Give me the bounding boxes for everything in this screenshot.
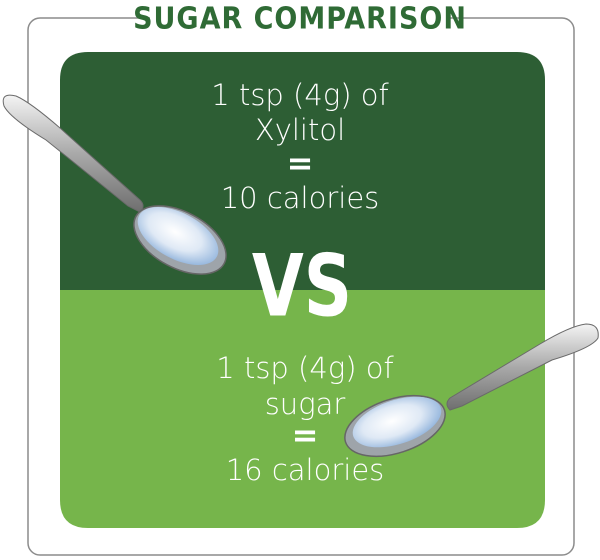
bottom-panel (60, 290, 545, 528)
title: SUGAR COMPARISON (133, 2, 467, 37)
bottom-line: 16 calories (226, 453, 385, 487)
spoon-left (2, 94, 227, 275)
bottom-equals: = (292, 416, 319, 454)
spoon-right (344, 323, 599, 458)
bottom-line: 1 tsp (4g) of (216, 351, 394, 385)
bottom-line: sugar (265, 387, 346, 421)
top-line: Xylitol (255, 113, 345, 147)
title-backdrop (150, 4, 450, 34)
top-line: 1 tsp (4g) of (211, 78, 389, 112)
top-line: 10 calories (221, 181, 380, 215)
top-equals: = (287, 144, 314, 182)
vs-label: VS (252, 236, 352, 336)
